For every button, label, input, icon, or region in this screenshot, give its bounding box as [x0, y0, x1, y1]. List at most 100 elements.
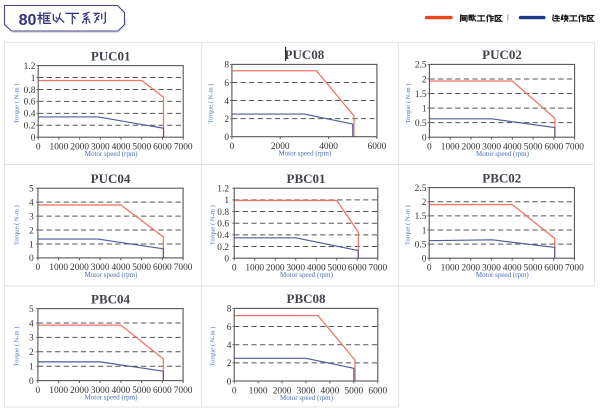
svg-text:0: 0 [36, 263, 41, 273]
svg-text:0.2: 0.2 [24, 122, 36, 132]
svg-text:Torque ( N-m ): Torque ( N-m ) [210, 326, 217, 366]
svg-text:0: 0 [36, 386, 41, 396]
svg-text:0: 0 [232, 264, 237, 274]
svg-text:7000: 7000 [174, 143, 193, 153]
svg-text:PUC01: PUC01 [91, 48, 131, 63]
svg-text:1.5: 1.5 [415, 212, 427, 222]
svg-text:5000: 5000 [327, 264, 346, 274]
svg-text:Torque ( N-m ): Torque ( N-m ) [210, 205, 217, 245]
svg-text:1: 1 [224, 196, 229, 206]
svg-text:0.2: 0.2 [217, 243, 229, 253]
svg-text:4000: 4000 [112, 143, 131, 153]
svg-text:0: 0 [230, 142, 235, 152]
svg-text:8: 8 [224, 61, 229, 71]
svg-text:PBC02: PBC02 [482, 170, 521, 185]
svg-text:1000: 1000 [50, 143, 69, 153]
svg-text:5000: 5000 [524, 264, 543, 274]
svg-text:4: 4 [29, 319, 34, 329]
svg-text:2000: 2000 [273, 386, 292, 396]
svg-text:0.4: 0.4 [217, 231, 229, 241]
svg-text:6000: 6000 [544, 264, 563, 274]
svg-text:1: 1 [29, 240, 34, 250]
svg-text:5000: 5000 [132, 143, 151, 153]
svg-text:5000: 5000 [344, 386, 363, 396]
svg-text:2000: 2000 [462, 143, 481, 153]
svg-text:3000: 3000 [482, 264, 501, 274]
svg-text:7000: 7000 [174, 263, 193, 273]
svg-text:Motor speed (rpm): Motor speed (rpm) [280, 394, 334, 402]
svg-text:0: 0 [427, 143, 432, 153]
svg-text:2000: 2000 [461, 264, 480, 274]
svg-text:0: 0 [29, 377, 34, 387]
svg-text:5: 5 [29, 185, 34, 195]
svg-text:3: 3 [29, 334, 34, 344]
svg-text:0: 0 [422, 255, 427, 265]
svg-text:0: 0 [31, 134, 36, 144]
svg-text:0.6: 0.6 [217, 220, 229, 230]
svg-text:0: 0 [29, 254, 34, 264]
svg-text:Motor speed (rpm): Motor speed (rpm) [476, 271, 530, 279]
svg-text:1000: 1000 [441, 264, 460, 274]
svg-text:1.2: 1.2 [24, 62, 36, 72]
svg-text:PUC02: PUC02 [482, 47, 522, 62]
svg-text:0: 0 [36, 143, 41, 153]
svg-text:0: 0 [232, 386, 237, 396]
svg-text:0: 0 [224, 133, 229, 143]
svg-text:6000: 6000 [544, 143, 563, 153]
svg-text:PBC08: PBC08 [287, 291, 327, 306]
svg-text:1.5: 1.5 [415, 90, 427, 100]
svg-text:Torque ( N-m ): Torque ( N-m ) [13, 326, 20, 366]
svg-text:7000: 7000 [565, 143, 584, 153]
svg-text:3000: 3000 [91, 263, 110, 273]
svg-text:Torque ( N-m ): Torque ( N-m ) [405, 83, 412, 123]
svg-text:0.6: 0.6 [24, 98, 36, 108]
svg-text:4000: 4000 [319, 142, 338, 152]
svg-text:6000: 6000 [368, 386, 387, 396]
svg-text:4000: 4000 [111, 386, 130, 396]
svg-text:2.5: 2.5 [415, 184, 427, 194]
svg-text:6: 6 [224, 79, 229, 89]
svg-text:6: 6 [227, 323, 232, 333]
svg-text:3000: 3000 [286, 264, 305, 274]
svg-text:2000: 2000 [271, 142, 290, 152]
svg-text:3000: 3000 [91, 143, 110, 153]
svg-text:0: 0 [422, 134, 427, 144]
svg-text:2000: 2000 [70, 386, 89, 396]
svg-text:2000: 2000 [70, 143, 89, 153]
svg-text:7000: 7000 [174, 386, 193, 396]
svg-text:7000: 7000 [368, 264, 387, 274]
svg-text:2: 2 [227, 359, 232, 369]
svg-text:8: 8 [227, 305, 232, 315]
svg-text:4: 4 [224, 97, 229, 107]
svg-text:5: 5 [29, 305, 34, 315]
svg-text:PUC08: PUC08 [285, 47, 325, 62]
svg-text:Motor speed (rpm): Motor speed (rpm) [85, 150, 139, 158]
svg-text:4000: 4000 [503, 264, 522, 274]
svg-text:0.5: 0.5 [415, 240, 427, 250]
svg-text:Motor speed (rpm): Motor speed (rpm) [85, 394, 139, 402]
svg-text:5000: 5000 [132, 263, 151, 273]
svg-text:4000: 4000 [307, 264, 326, 274]
svg-text:0.8: 0.8 [217, 208, 229, 218]
svg-text:4000: 4000 [321, 386, 340, 396]
svg-text:7000: 7000 [565, 264, 584, 274]
svg-text:4000: 4000 [503, 143, 522, 153]
svg-text:0: 0 [224, 255, 229, 265]
svg-text:0.8: 0.8 [24, 86, 36, 96]
svg-text:Torque ( N-m ): Torque ( N-m ) [405, 205, 412, 245]
svg-text:1.2: 1.2 [217, 185, 229, 195]
svg-text:6000: 6000 [153, 386, 172, 396]
svg-text:Motor speed (rpm): Motor speed (rpm) [278, 150, 332, 158]
svg-text:6000: 6000 [348, 264, 367, 274]
svg-text:Motor speed (rpm): Motor speed (rpm) [476, 150, 530, 158]
svg-text:PUC04: PUC04 [91, 171, 131, 186]
svg-text:Torque ( N-m ): Torque ( N-m ) [13, 205, 20, 245]
svg-text:5000: 5000 [132, 386, 151, 396]
svg-text:3000: 3000 [91, 386, 110, 396]
svg-text:2: 2 [422, 198, 427, 208]
svg-text:Torque ( N-m ): Torque ( N-m ) [14, 83, 21, 123]
svg-text:5000: 5000 [524, 143, 543, 153]
svg-text:PBC04: PBC04 [91, 291, 131, 306]
svg-text:1: 1 [422, 104, 427, 114]
svg-text:1000: 1000 [49, 386, 68, 396]
